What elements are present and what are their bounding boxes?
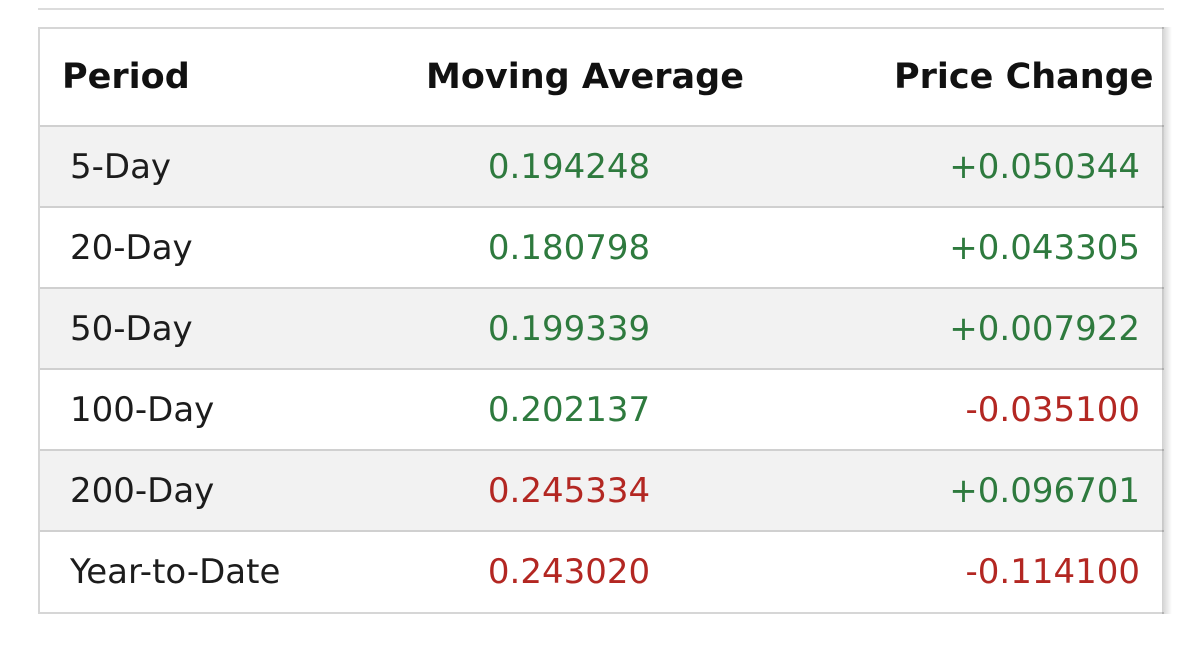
- moving-average-cell: 0.194248: [370, 126, 800, 208]
- table-row: 20-Day 0.180798 +0.043305: [40, 207, 1164, 289]
- period-cell: 20-Day: [40, 207, 370, 289]
- header-row: Period Moving Average Price Change: [40, 29, 1164, 127]
- table-row: 100-Day 0.202137 -0.035100: [40, 369, 1164, 451]
- period-cell: 50-Day: [40, 288, 370, 370]
- period-cell: Year-to-Date: [40, 531, 370, 611]
- top-divider: [38, 8, 1164, 10]
- table-row: 50-Day 0.199339 +0.007922: [40, 288, 1164, 370]
- column-header-price-change: Price Change: [800, 29, 1164, 127]
- price-change-cell: +0.007922: [800, 288, 1164, 370]
- price-change-cell: +0.096701: [800, 450, 1164, 532]
- price-change-cell: +0.043305: [800, 207, 1164, 289]
- table-header: Period Moving Average Price Change: [40, 29, 1164, 127]
- moving-average-table: Period Moving Average Price Change 5-Day…: [40, 29, 1164, 611]
- table-row: Year-to-Date 0.243020 -0.114100: [40, 531, 1164, 611]
- period-cell: 100-Day: [40, 369, 370, 451]
- price-change-cell: +0.050344: [800, 126, 1164, 208]
- period-cell: 5-Day: [40, 126, 370, 208]
- moving-average-cell: 0.202137: [370, 369, 800, 451]
- moving-average-cell: 0.180798: [370, 207, 800, 289]
- price-change-cell: -0.035100: [800, 369, 1164, 451]
- column-header-moving-average: Moving Average: [370, 29, 800, 127]
- period-cell: 200-Day: [40, 450, 370, 532]
- moving-average-table-container[interactable]: Period Moving Average Price Change 5-Day…: [38, 27, 1164, 614]
- table-body: 5-Day 0.194248 +0.050344 20-Day 0.180798…: [40, 126, 1164, 611]
- moving-average-cell: 0.199339: [370, 288, 800, 370]
- table-row: 200-Day 0.245334 +0.096701: [40, 450, 1164, 532]
- column-header-period: Period: [40, 29, 370, 127]
- table-row: 5-Day 0.194248 +0.050344: [40, 126, 1164, 208]
- moving-average-cell: 0.243020: [370, 531, 800, 611]
- horizontal-scroll-shadow: [1162, 27, 1172, 614]
- moving-average-cell: 0.245334: [370, 450, 800, 532]
- price-change-cell: -0.114100: [800, 531, 1164, 611]
